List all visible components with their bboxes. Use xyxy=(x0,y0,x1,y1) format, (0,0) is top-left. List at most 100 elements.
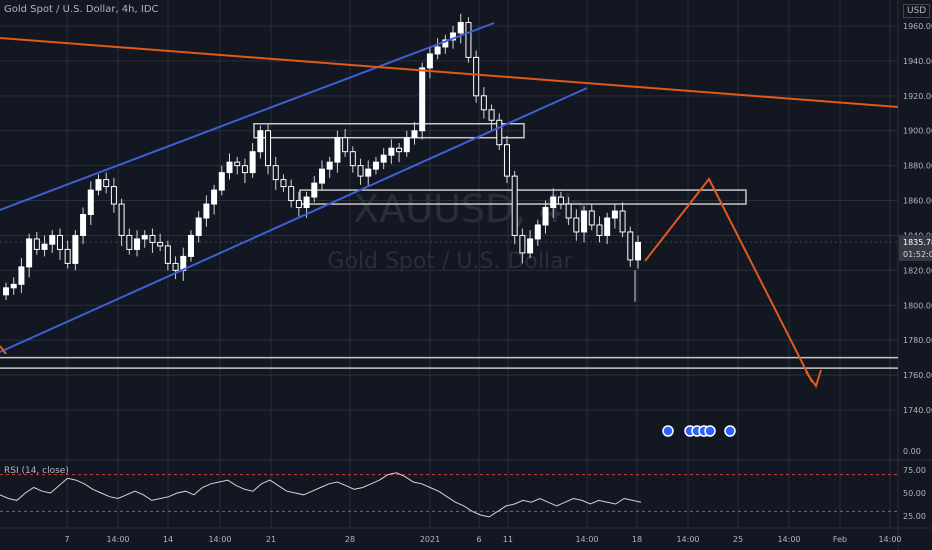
countdown: 01:52:07 xyxy=(903,250,932,259)
price-tick: 1860.00 xyxy=(903,197,932,206)
channel-lower-line xyxy=(0,87,588,353)
candle xyxy=(241,165,248,174)
candle xyxy=(604,217,611,236)
time-tick: 14:00 xyxy=(676,535,699,544)
candle xyxy=(87,189,94,216)
candle xyxy=(557,196,564,205)
candle xyxy=(134,238,141,250)
candle xyxy=(534,224,541,240)
candle xyxy=(542,207,549,226)
time-tick: 14:00 xyxy=(878,535,901,544)
candle xyxy=(95,179,102,191)
price-tick: 1960.00 xyxy=(903,22,932,31)
candle xyxy=(511,175,518,236)
candle xyxy=(473,56,480,97)
current-price: 1835.78 xyxy=(903,238,932,247)
candle xyxy=(457,22,464,34)
rsi-tick: 25.00 xyxy=(903,512,926,521)
time-tick: 14:00 xyxy=(575,535,598,544)
candle xyxy=(588,210,595,226)
price-tick: 1800.00 xyxy=(903,301,932,310)
watermark-ticker: XAUUSD, 4h xyxy=(353,187,586,231)
price-tick: 1820.00 xyxy=(903,266,932,275)
candle xyxy=(496,119,503,146)
candle xyxy=(503,144,510,177)
time-tick: 7 xyxy=(64,535,69,544)
currency-label[interactable]: USD xyxy=(903,4,931,18)
time-tick: 14 xyxy=(163,535,173,544)
candle xyxy=(149,234,156,243)
symbol-title: Gold Spot / U.S. Dollar, 4h, IDC xyxy=(4,4,159,15)
candle xyxy=(56,234,63,250)
time-tick: 14:00 xyxy=(208,535,231,544)
candle xyxy=(218,172,225,191)
candle xyxy=(41,243,48,250)
candle xyxy=(110,186,117,205)
rsi-tick: 50.00 xyxy=(903,489,926,498)
candle xyxy=(411,130,418,139)
candle xyxy=(334,137,341,163)
candle xyxy=(596,224,603,236)
candle xyxy=(118,203,125,236)
price-tick: 1880.00 xyxy=(903,162,932,171)
time-tick: 21 xyxy=(266,535,276,544)
rsi-panel: 75.00 50.00 25.00 xyxy=(0,466,926,521)
candle xyxy=(426,53,433,69)
economic-event-icon xyxy=(662,425,674,437)
channel-upper-line xyxy=(0,22,495,211)
candle xyxy=(465,22,472,58)
candle xyxy=(419,67,426,132)
candle xyxy=(611,210,618,219)
candle xyxy=(64,248,71,264)
candle xyxy=(303,196,310,209)
candle xyxy=(349,151,356,167)
candle xyxy=(619,210,626,233)
candle xyxy=(257,130,264,153)
candle xyxy=(480,95,487,111)
candle xyxy=(434,46,441,55)
candle xyxy=(288,186,295,202)
time-tick: Feb xyxy=(833,535,847,544)
candle xyxy=(10,283,17,289)
time-tick: 14:00 xyxy=(106,535,129,544)
candle xyxy=(573,217,580,233)
candle xyxy=(272,165,279,181)
price-tick: 1920.00 xyxy=(903,92,932,101)
candle xyxy=(157,241,164,247)
candle xyxy=(187,234,194,257)
candle xyxy=(519,234,526,254)
resistance-zone xyxy=(253,122,525,139)
rsi-label: RSI (14, close) xyxy=(4,466,69,476)
trendline xyxy=(0,37,899,108)
price-tick: 1760.00 xyxy=(903,371,932,380)
candle xyxy=(72,234,79,264)
candle xyxy=(635,241,641,261)
candle xyxy=(103,179,110,188)
candle xyxy=(195,217,202,236)
candle xyxy=(319,168,325,184)
watermark-name: Gold Spot / U.S. Dollar xyxy=(327,249,573,274)
axes: 1960.001940.001920.001900.001880.001860.… xyxy=(64,22,932,544)
rsi-tick: 75.00 xyxy=(903,466,926,475)
candle xyxy=(80,214,87,236)
price-tick: 1940.00 xyxy=(903,57,932,66)
candle xyxy=(33,238,40,250)
arrow-tail xyxy=(0,345,7,355)
candle xyxy=(265,130,272,167)
candle xyxy=(211,189,218,205)
time-tick: 11 xyxy=(503,535,513,544)
time-tick: 2021 xyxy=(420,535,440,544)
event-markers xyxy=(662,425,736,437)
candle xyxy=(581,210,588,233)
candle xyxy=(565,203,572,219)
candle xyxy=(49,234,56,245)
candle xyxy=(342,137,349,153)
current-price-box xyxy=(899,235,932,261)
candle xyxy=(627,231,634,261)
rsi-line xyxy=(0,472,642,518)
candles xyxy=(3,13,641,302)
candle xyxy=(442,39,449,48)
projection-path xyxy=(644,177,813,383)
